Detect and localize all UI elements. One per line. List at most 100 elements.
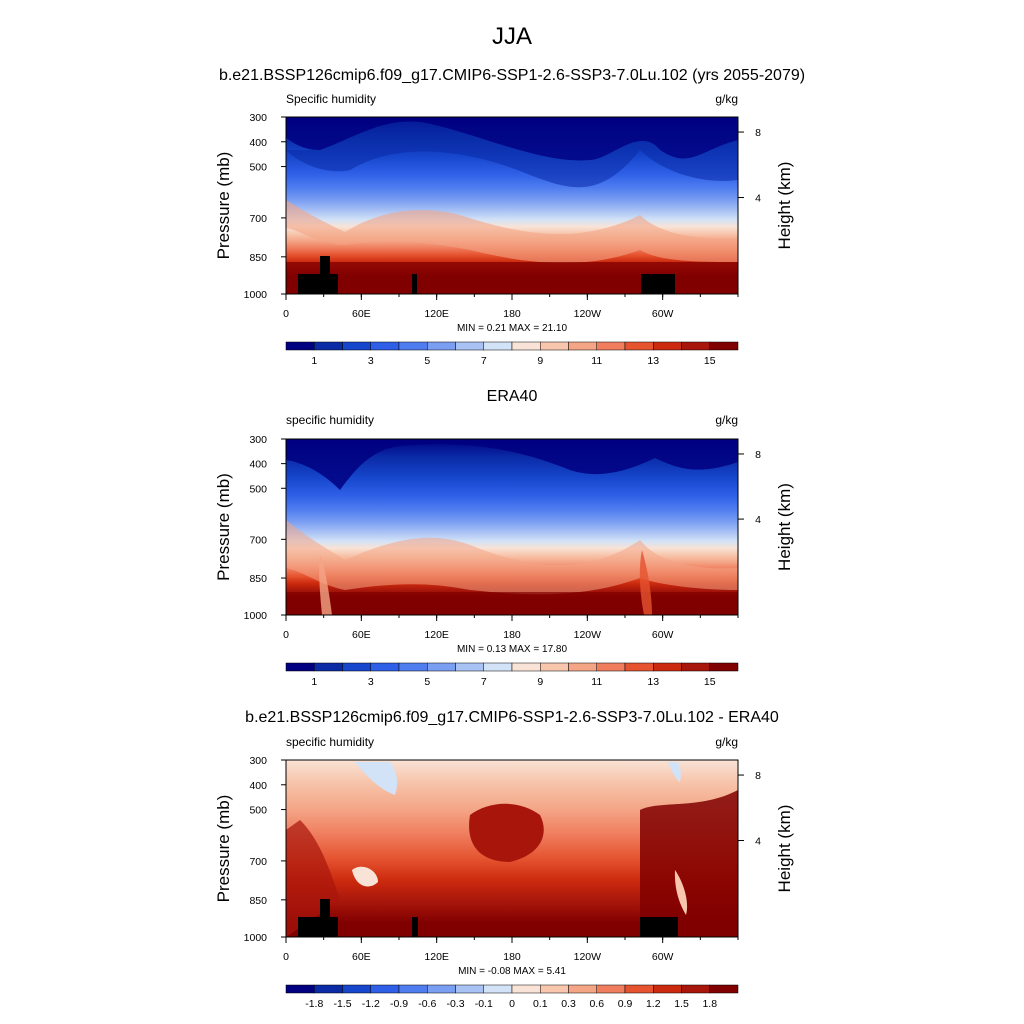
colorbar-label: 0.9 [618, 998, 633, 1010]
colorbar-swatch [596, 341, 626, 351]
colorbar-label: -1.8 [305, 998, 323, 1010]
y2-axis-label: Height (km) [775, 162, 794, 250]
colorbar-swatch [681, 984, 710, 994]
colorbar-label: 7 [481, 355, 487, 367]
colorbar-label: 1.8 [702, 998, 717, 1010]
colorbar-swatch [427, 341, 456, 351]
colorbar-swatch [511, 341, 541, 351]
panel-1-terrain [298, 256, 675, 294]
colorbar-swatch [314, 662, 343, 672]
pressure-tick-label: 1000 [244, 289, 268, 301]
colorbar-swatch [398, 984, 428, 994]
colorbar-swatch [653, 662, 682, 672]
longitude-tick-label: 0 [283, 308, 289, 320]
longitude-tick-label: 180 [503, 629, 521, 641]
colorbar-label: 9 [537, 355, 543, 367]
pressure-tick-label: 400 [249, 459, 267, 471]
colorbar-swatch [455, 984, 484, 994]
panel-3: b.e21.BSSP126cmip6.f09_g17.CMIP6-SSP1-2.… [214, 709, 794, 1010]
panel-1-colorbar: 1 3 5 7 9 11 13 15 [285, 341, 739, 367]
panel-3-contour-field [286, 760, 738, 937]
colorbar-swatch [596, 984, 626, 994]
colorbar-label: 11 [591, 355, 602, 367]
panel-2-minmax: MIN = 0.13 MAX = 17.80 [457, 644, 567, 655]
colorbar-swatch [681, 662, 710, 672]
colorbar-label: 15 [704, 355, 716, 367]
longitude-tick-label: 60E [352, 629, 371, 641]
colorbar-swatch [568, 341, 597, 351]
colorbar-swatch [398, 662, 428, 672]
panel-3-minmax: MIN = -0.08 MAX = 5.41 [458, 966, 566, 977]
height-tick-label: 4 [755, 836, 761, 848]
longitude-tick-label: 120E [424, 308, 449, 320]
panel-1-minmax: MIN = 0.21 MAX = 21.10 [457, 323, 567, 334]
height-tick-label: 4 [755, 193, 761, 205]
figure-subtitle: b.e21.BSSP126cmip6.f09_g17.CMIP6-SSP1-2.… [219, 67, 805, 84]
height-tick-label: 8 [755, 449, 761, 461]
pressure-tick-label: 500 [249, 162, 267, 174]
colorbar-label: 5 [424, 355, 430, 367]
colorbar-swatch [540, 984, 569, 994]
colorbar-swatch [596, 662, 626, 672]
colorbar-swatch [483, 662, 513, 672]
pressure-tick-label: 850 [249, 252, 267, 264]
longitude-tick-label: 180 [503, 308, 521, 320]
panel-3-axes: 300 400 500 700 850 1000 8 4 0 60E 120E 180 120W 60W P… [214, 755, 794, 963]
colorbar-label: 11 [591, 676, 602, 688]
y-axis-label: Pressure (mb) [214, 795, 233, 903]
longitude-tick-label: 120W [574, 951, 602, 963]
colorbar-label: 3 [368, 355, 374, 367]
colorbar-label: 0.1 [533, 998, 548, 1010]
pressure-tick-label: 700 [249, 534, 267, 546]
colorbar-swatch [398, 341, 428, 351]
colorbar-label: -1.2 [362, 998, 380, 1010]
colorbar-swatch [314, 341, 343, 351]
colorbar-swatch [342, 662, 371, 672]
colorbar-swatch [624, 662, 654, 672]
panel-2-variable-label: specific humidity [286, 413, 374, 427]
colorbar-swatch [370, 341, 400, 351]
longitude-tick-label: 120W [574, 308, 602, 320]
panel-1-units: g/kg [715, 92, 738, 106]
colorbar-label: 0.6 [589, 998, 604, 1010]
colorbar-swatch [511, 984, 541, 994]
colorbar-swatch [483, 341, 513, 351]
colorbar-swatch [455, 341, 484, 351]
colorbar-swatch [427, 662, 456, 672]
height-tick-label: 8 [755, 127, 761, 139]
panel-2-colorbar: 1 3 5 7 9 11 13 15 [285, 662, 739, 688]
colorbar-label: -0.9 [390, 998, 408, 1010]
colorbar-swatch [624, 341, 654, 351]
colorbar-label: 3 [368, 676, 374, 688]
panel-3-variable-label: specific humidity [286, 735, 374, 749]
panel-3-colorbar: -1.8 -1.5 -1.2 -0.9 -0.6 -0.3 -0.1 0 0.1 0.3 0.6 0.… [285, 984, 739, 1010]
colorbar-label: 0 [509, 998, 515, 1010]
colorbar-swatch [483, 984, 513, 994]
pressure-tick-label: 700 [249, 213, 267, 225]
longitude-tick-label: 60W [652, 951, 674, 963]
colorbar-swatch [285, 341, 315, 351]
colorbar-swatch [342, 984, 371, 994]
colorbar-label: 5 [424, 676, 430, 688]
colorbar-swatch [540, 341, 569, 351]
height-tick-label: 4 [755, 514, 761, 526]
pressure-tick-label: 500 [249, 805, 267, 817]
colorbar-label: 0.3 [561, 998, 576, 1010]
longitude-tick-label: 60E [352, 308, 371, 320]
colorbar-label: 15 [704, 676, 716, 688]
y-axis-label: Pressure (mb) [214, 152, 233, 260]
longitude-tick-label: 180 [503, 951, 521, 963]
panel-3-terrain [298, 899, 678, 937]
longitude-tick-label: 0 [283, 629, 289, 641]
colorbar-label: 9 [537, 676, 543, 688]
panel-1-contour-field [286, 117, 738, 294]
panel-1-axes: 300 400 500 700 850 1000 8 4 0 60E 120E 180 120W 60W P… [214, 112, 794, 320]
colorbar-label: -0.3 [446, 998, 464, 1010]
longitude-tick-label: 0 [283, 951, 289, 963]
colorbar-swatch [511, 662, 541, 672]
colorbar-swatch [653, 984, 682, 994]
panel-1: Specific humidity g/kg 30040050070085010… [214, 92, 794, 367]
colorbar-label: 1 [311, 355, 317, 367]
longitude-tick-label: 60E [352, 951, 371, 963]
y2-axis-label: Height (km) [775, 805, 794, 893]
